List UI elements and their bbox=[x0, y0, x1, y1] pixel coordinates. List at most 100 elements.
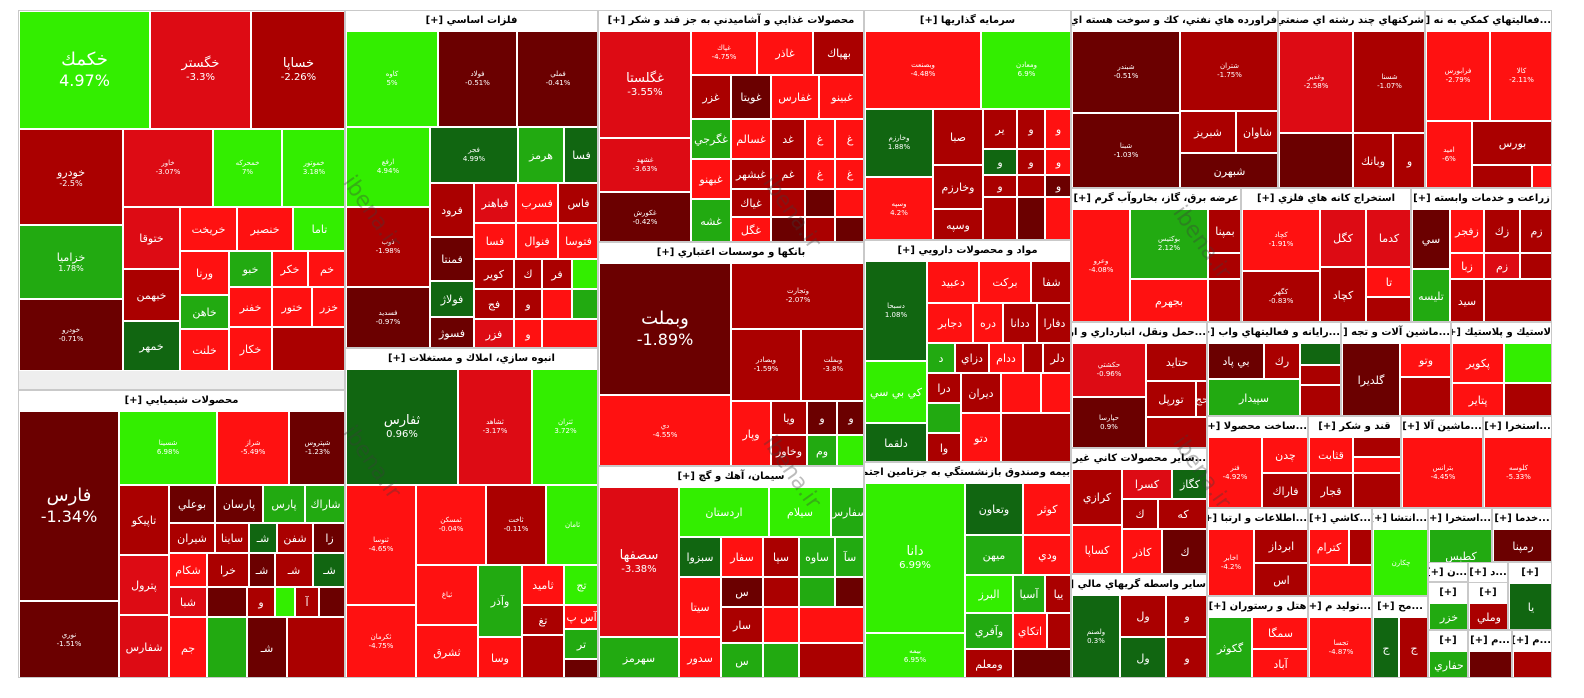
sector-pub[interactable]: ...انتشا [+] چكارن bbox=[1372, 508, 1428, 596]
stock-tile[interactable] bbox=[1047, 613, 1070, 649]
stock-tile[interactable]: كوثر bbox=[1023, 483, 1070, 535]
stock-tile[interactable] bbox=[1146, 417, 1206, 447]
stock-tile[interactable]: و bbox=[1045, 149, 1070, 175]
sector-chem[interactable]: محصولات شيميايي [+] فارس -1.34% شسينا 6.98% ش… bbox=[18, 390, 345, 678]
stock-tile[interactable] bbox=[837, 435, 863, 465]
stock-tile[interactable]: غشه bbox=[691, 199, 731, 241]
stock-tile[interactable]: فسا bbox=[474, 223, 516, 259]
stock-tile[interactable] bbox=[1041, 373, 1070, 413]
sector-fin[interactable]: ساير واسطه گريهاي مالي [+]ولصنم0.3%ولوول… bbox=[1071, 574, 1207, 678]
sector-invest[interactable]: سرمايه گذاريها [+] وبصنعت -4.48% ومعادن 6.9%… bbox=[864, 10, 1071, 240]
stock-tile[interactable]: شسنا -1.07% bbox=[1353, 31, 1424, 133]
stock-tile[interactable]: فسديد -0.97% bbox=[346, 287, 430, 347]
sector-oil[interactable]: فراورده هاي نفتي، كك و سوخت هسته اي [+]ش… bbox=[1071, 10, 1278, 188]
sector-title[interactable]: ...مح [+] bbox=[1373, 597, 1427, 618]
stock-tile[interactable]: شفارس bbox=[119, 615, 169, 677]
stock-tile[interactable]: غياك bbox=[731, 189, 771, 217]
sector-title[interactable]: شركتهاي چند رشته اي صنعتي [+] bbox=[1279, 11, 1424, 32]
stock-tile[interactable]: فولاژ bbox=[430, 281, 474, 317]
stock-tile[interactable]: شفن bbox=[277, 523, 313, 553]
stock-tile[interactable]: فجر 4.99% bbox=[430, 127, 518, 183]
stock-tile[interactable]: و bbox=[514, 319, 542, 347]
stock-tile[interactable]: ثنوسا -4.65% bbox=[346, 485, 416, 605]
stock-tile[interactable]: البرز bbox=[965, 575, 1013, 613]
stock-tile[interactable]: ورنا bbox=[180, 251, 229, 295]
stock-tile[interactable]: غفارس bbox=[771, 75, 819, 119]
sector-title[interactable]: محصولات غذايي و آشاميدني به جز قند و شكر… bbox=[599, 11, 863, 32]
stock-tile[interactable]: فسرب bbox=[516, 183, 558, 223]
stock-tile[interactable]: تاپيكو bbox=[119, 485, 169, 555]
stock-tile[interactable] bbox=[1504, 343, 1551, 383]
sector-agri[interactable]: زراعت و خدمات وابسته [+] سي زفجر زك زم زبا زم ت… bbox=[1411, 188, 1552, 322]
stock-tile[interactable] bbox=[1400, 377, 1450, 415]
stock-tile[interactable] bbox=[1504, 383, 1551, 415]
stock-tile[interactable]: سبزوا bbox=[679, 537, 721, 577]
stock-tile[interactable]: بهپاك bbox=[813, 31, 863, 75]
sector-sugar[interactable]: قند و شكر [+] قثابت قجار bbox=[1308, 416, 1401, 508]
stock-tile[interactable]: شـ bbox=[275, 553, 313, 587]
stock-tile[interactable]: وسپه 4.2% bbox=[865, 177, 933, 239]
stock-tile[interactable]: گكوثر bbox=[1208, 617, 1252, 677]
stock-tile[interactable] bbox=[1353, 473, 1400, 507]
stock-tile[interactable]: و bbox=[1045, 175, 1070, 197]
stock-tile[interactable] bbox=[1001, 413, 1070, 461]
stock-tile[interactable]: تغ bbox=[522, 605, 564, 635]
stock-tile[interactable]: ثشرق bbox=[416, 625, 478, 677]
stock-tile[interactable]: حپارسا 0.9% bbox=[1072, 397, 1146, 447]
stock-tile[interactable]: شراز -5.49% bbox=[217, 411, 289, 485]
stock-tile[interactable]: و bbox=[837, 401, 863, 435]
stock-tile[interactable]: يا bbox=[1509, 583, 1551, 629]
stock-tile[interactable]: غ bbox=[835, 159, 863, 189]
sector-it[interactable]: ...رايانه و فعاليتهاي واب [+] بي پاد رك سپي… bbox=[1207, 322, 1341, 416]
stock-tile[interactable]: د bbox=[927, 343, 955, 373]
stock-tile[interactable]: وا bbox=[927, 433, 961, 461]
sector-metal[interactable]: فلزات اساسي [+] كاوه 5% فولاد -0.51% فملي -0.4… bbox=[345, 10, 598, 348]
stock-tile[interactable]: اخابر -4.2% bbox=[1208, 529, 1254, 595]
stock-tile[interactable] bbox=[1349, 529, 1371, 565]
stock-tile[interactable]: كگهر -0.83% bbox=[1242, 271, 1320, 321]
stock-tile[interactable]: خاهن bbox=[180, 295, 229, 329]
stock-tile[interactable]: خمهر bbox=[123, 321, 180, 371]
stock-tile[interactable] bbox=[983, 197, 1017, 239]
sector-other_min[interactable]: ...ساير محصولات كاني غير [+] كرازي كسرا كگا… bbox=[1071, 448, 1207, 574]
sector-title[interactable]: ...د [+] bbox=[1469, 563, 1507, 584]
stock-tile[interactable]: خودرو -0.71% bbox=[19, 299, 123, 371]
stock-tile[interactable]: سصفها -3.38% bbox=[599, 487, 679, 637]
stock-tile[interactable]: خزاميا 1.78% bbox=[19, 225, 123, 299]
stock-tile[interactable]: كساپا bbox=[1072, 525, 1122, 573]
stock-tile[interactable]: كچاد bbox=[1320, 267, 1366, 321]
stock-tile[interactable]: غاذر bbox=[757, 31, 813, 75]
stock-tile[interactable]: غويتا bbox=[731, 75, 771, 119]
stock-tile[interactable]: پارسان bbox=[215, 485, 263, 523]
stock-tile[interactable] bbox=[1300, 343, 1340, 365]
stock-tile[interactable]: غسالم bbox=[731, 119, 771, 159]
stock-tile[interactable]: ثاخت -0.11% bbox=[486, 485, 546, 565]
stock-tile[interactable]: سآ bbox=[835, 537, 863, 577]
stock-tile[interactable]: فرود bbox=[430, 183, 474, 237]
sector-title[interactable]: ...استخرا [+] bbox=[1484, 417, 1551, 438]
stock-tile[interactable] bbox=[275, 587, 295, 617]
stock-tile[interactable] bbox=[1300, 365, 1340, 385]
stock-tile[interactable]: وبملت -1.89% bbox=[599, 263, 731, 395]
stock-tile[interactable]: خموتور 3.18% bbox=[282, 129, 344, 207]
stock-tile[interactable]: كي بي سي bbox=[865, 361, 927, 423]
stock-tile[interactable]: غگل bbox=[731, 217, 771, 241]
stock-tile[interactable]: ثباغ bbox=[416, 565, 478, 625]
stock-tile[interactable]: وتجارت -2.07% bbox=[731, 263, 863, 329]
stock-tile[interactable]: سپيدار bbox=[1208, 379, 1300, 415]
sector-title[interactable]: ...ساير محصولات كاني غير [+] bbox=[1072, 449, 1206, 470]
stock-tile[interactable]: وم bbox=[807, 435, 837, 465]
stock-tile[interactable] bbox=[1309, 565, 1371, 595]
stock-tile[interactable] bbox=[1017, 175, 1045, 197]
stock-tile[interactable]: خكر bbox=[272, 251, 308, 287]
stock-tile[interactable]: تليسه bbox=[1412, 269, 1450, 321]
stock-tile[interactable]: سيلام bbox=[769, 487, 831, 537]
stock-tile[interactable]: غزر bbox=[691, 75, 731, 119]
sector-title[interactable]: ...انتشا [+] bbox=[1373, 509, 1427, 530]
stock-tile[interactable]: فولاد -0.51% bbox=[438, 31, 517, 127]
stock-tile[interactable]: كوير bbox=[474, 259, 514, 289]
stock-tile[interactable] bbox=[763, 643, 799, 677]
stock-tile[interactable]: تا bbox=[1366, 267, 1410, 297]
stock-tile[interactable] bbox=[1208, 279, 1240, 321]
stock-tile[interactable]: ويا bbox=[771, 401, 807, 435]
